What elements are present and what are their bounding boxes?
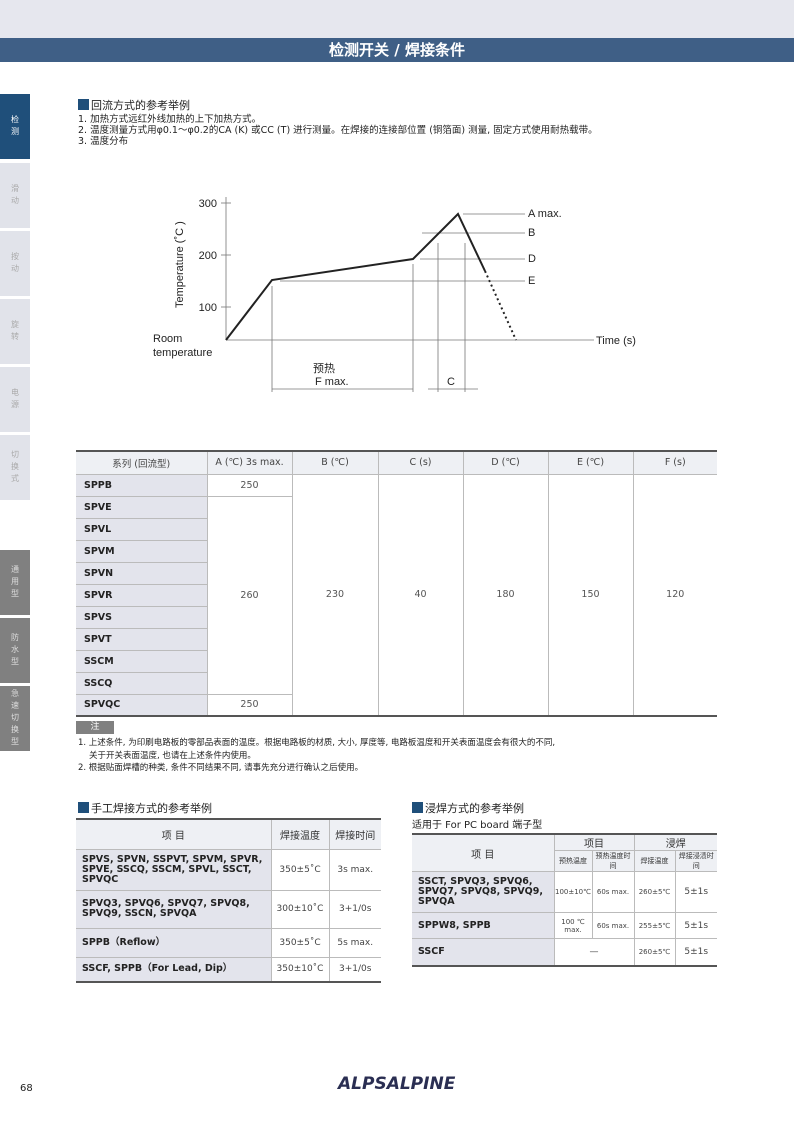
c-label: C bbox=[447, 376, 455, 388]
table-row: SPVE 260 bbox=[76, 495, 717, 695]
table-row: SPPB 250 230 40 180 150 120 bbox=[76, 473, 717, 717]
y-tick-100: 100 bbox=[199, 302, 217, 314]
notes: 1. 上述条件, 为印刷电路板的零部品表面的温度。根据电路板的材质, 大小, 厚… bbox=[78, 738, 556, 773]
sidebar-tab-slide[interactable]: 滑动 bbox=[0, 163, 30, 228]
dip-section-title: 浸焊方式的参考举例 bbox=[412, 800, 524, 816]
table-row: SSCF, SPPB（For Lead, Dip） 350±10˚C 3+1/0s bbox=[76, 956, 381, 983]
table-row: SPPB（Reflow） 350±5˚C 5s max. bbox=[76, 927, 381, 958]
label-a-max: A max. bbox=[528, 208, 562, 220]
square-bullet-icon bbox=[412, 802, 423, 813]
sidebar-tab-general[interactable]: 通用型 bbox=[0, 550, 30, 615]
reflow-section-title: 回流方式的参考举例 bbox=[78, 97, 190, 113]
page-number: 68 bbox=[20, 1083, 33, 1094]
sidebar-tab-power[interactable]: 电源 bbox=[0, 367, 30, 432]
f-max-label: F max. bbox=[315, 376, 349, 388]
dip-subtitle: 适用于 For PC board 端子型 bbox=[412, 820, 543, 831]
sidebar-tab-snap-action[interactable]: 急速切换型 bbox=[0, 686, 30, 751]
col-c: C (s) bbox=[377, 451, 464, 475]
temperature-profile-line bbox=[225, 212, 486, 341]
reflow-instructions: 1. 加热方式远红外线加热的上下加热方式。 2. 温度测量方式用φ0.1～φ0.… bbox=[78, 114, 598, 147]
square-bullet-icon bbox=[78, 802, 89, 813]
table-row: SSCF —260±5℃ 5±1s bbox=[412, 938, 717, 966]
table-row: SPVS bbox=[76, 605, 717, 629]
room-temperature-label-2: temperature bbox=[153, 347, 212, 359]
table-row: SPVT bbox=[76, 627, 717, 651]
y-tick-300: 300 bbox=[199, 198, 217, 210]
sidebar-tab-detection[interactable]: 检测 bbox=[0, 94, 30, 159]
y-tick-200: 200 bbox=[199, 250, 217, 262]
table-row: SPVQC 250 bbox=[76, 693, 717, 717]
label-b: B bbox=[528, 227, 535, 239]
room-temperature-label-1: Room bbox=[153, 333, 182, 345]
x-axis-label: Time (s) bbox=[596, 335, 636, 347]
col-f: F (s) bbox=[632, 451, 717, 475]
table-row: SPVQ3, SPVQ6, SPVQ7, SPVQ8, SPVQ9, SSCN,… bbox=[76, 889, 381, 929]
col-e: E (℃) bbox=[547, 451, 634, 475]
table-row: SSCM bbox=[76, 649, 717, 673]
col-series: 系列 (回流型) bbox=[76, 451, 208, 475]
col-b: B (℃) bbox=[291, 451, 379, 475]
y-axis-label: Temperature (˚C ) bbox=[174, 221, 186, 308]
col-d: D (℃) bbox=[462, 451, 549, 475]
table-row: SSCT, SPVQ3, SPVQ6, SPVQ7, SPVQ8, SPVQ9,… bbox=[412, 871, 717, 913]
table-row: SPVS, SPVN, SSPVT, SPVM, SPVR, SPVE, SSC… bbox=[76, 848, 381, 891]
manual-section-title: 手工焊接方式的参考举例 bbox=[78, 800, 212, 816]
sidebar-tab-rotary[interactable]: 旋转 bbox=[0, 299, 30, 364]
col-a: A (℃) 3s max. bbox=[206, 451, 293, 475]
sidebar-tab-waterproof[interactable]: 防水型 bbox=[0, 618, 30, 683]
manual-soldering-table: 项 目焊接温度 焊接时间 SPVS, SPVN, SSPVT, SPVM, SPV… bbox=[76, 818, 381, 983]
alpsalpine-logo: ALPSALPINE bbox=[338, 1074, 456, 1094]
label-d: D bbox=[528, 253, 536, 265]
sidebar-tab-switching[interactable]: 切换式 bbox=[0, 435, 30, 500]
table-row: SPVL bbox=[76, 517, 717, 541]
table-row: SPVR bbox=[76, 583, 717, 607]
square-bullet-icon bbox=[78, 99, 89, 110]
table-row: SPVN bbox=[76, 561, 717, 585]
sidebar-tab-push[interactable]: 按动 bbox=[0, 231, 30, 296]
table-row: SPPW8, SPPB 100 ℃ max. 60s max. 255±5℃ 5±1s bbox=[412, 912, 717, 939]
preheat-label: 预热 bbox=[313, 362, 335, 375]
top-band bbox=[0, 0, 794, 38]
reflow-conditions-table: 系列 (回流型) A (℃) 3s max. B (℃) C (s) D (℃)… bbox=[76, 450, 717, 717]
notes-tag: 注 bbox=[76, 721, 114, 734]
dip-soldering-table: 项 目项目 浸焊 预热温度 预热温度时间 焊接温度 焊接浸渍时间 SSCT, SPVQ3… bbox=[412, 833, 717, 967]
label-e: E bbox=[528, 275, 535, 287]
page-title: 检测开关 / 焊接条件 bbox=[0, 38, 794, 62]
temperature-profile-diagram: 300 200 100 Temperature (˚C ) Room tempe… bbox=[153, 197, 636, 392]
